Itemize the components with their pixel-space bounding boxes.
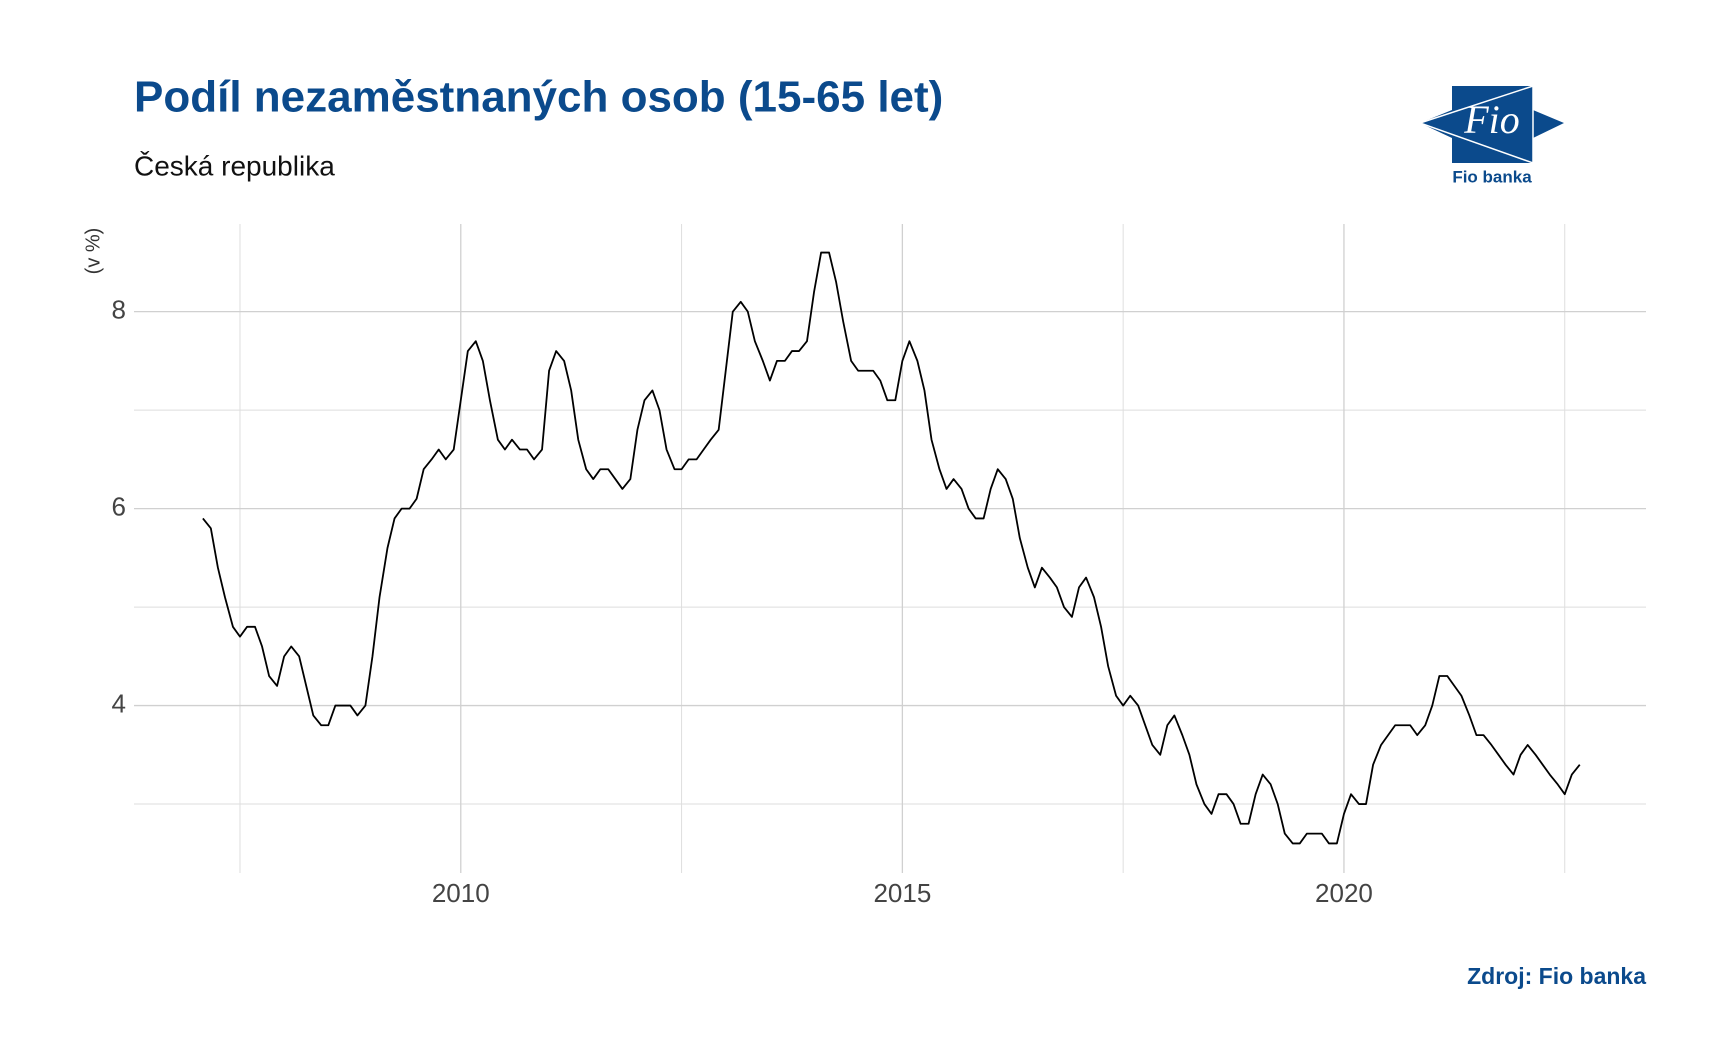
x-tick-label: 2010 — [432, 878, 490, 908]
y-axis-label: (v %) — [82, 228, 104, 275]
y-tick-label: 4 — [112, 688, 126, 718]
y-tick-label: 6 — [112, 491, 126, 521]
chart-subtitle: Česká republika — [134, 150, 335, 181]
logo-text: Fio — [1463, 97, 1520, 142]
x-tick-label: 2020 — [1315, 878, 1373, 908]
x-tick-label: 2015 — [873, 878, 931, 908]
logo-flag — [1420, 86, 1564, 163]
logo: Fio Fio banka — [1419, 84, 1564, 186]
y-tick-label: 8 — [112, 295, 126, 325]
data-line — [202, 251, 1581, 845]
source-caption: Zdroj: Fio banka — [1467, 963, 1646, 989]
logo-stripe — [1419, 84, 1534, 165]
logo-caption: Fio banka — [1452, 167, 1532, 186]
chart-title: Podíl nezaměstnaných osob (15-65 let) — [134, 73, 943, 122]
